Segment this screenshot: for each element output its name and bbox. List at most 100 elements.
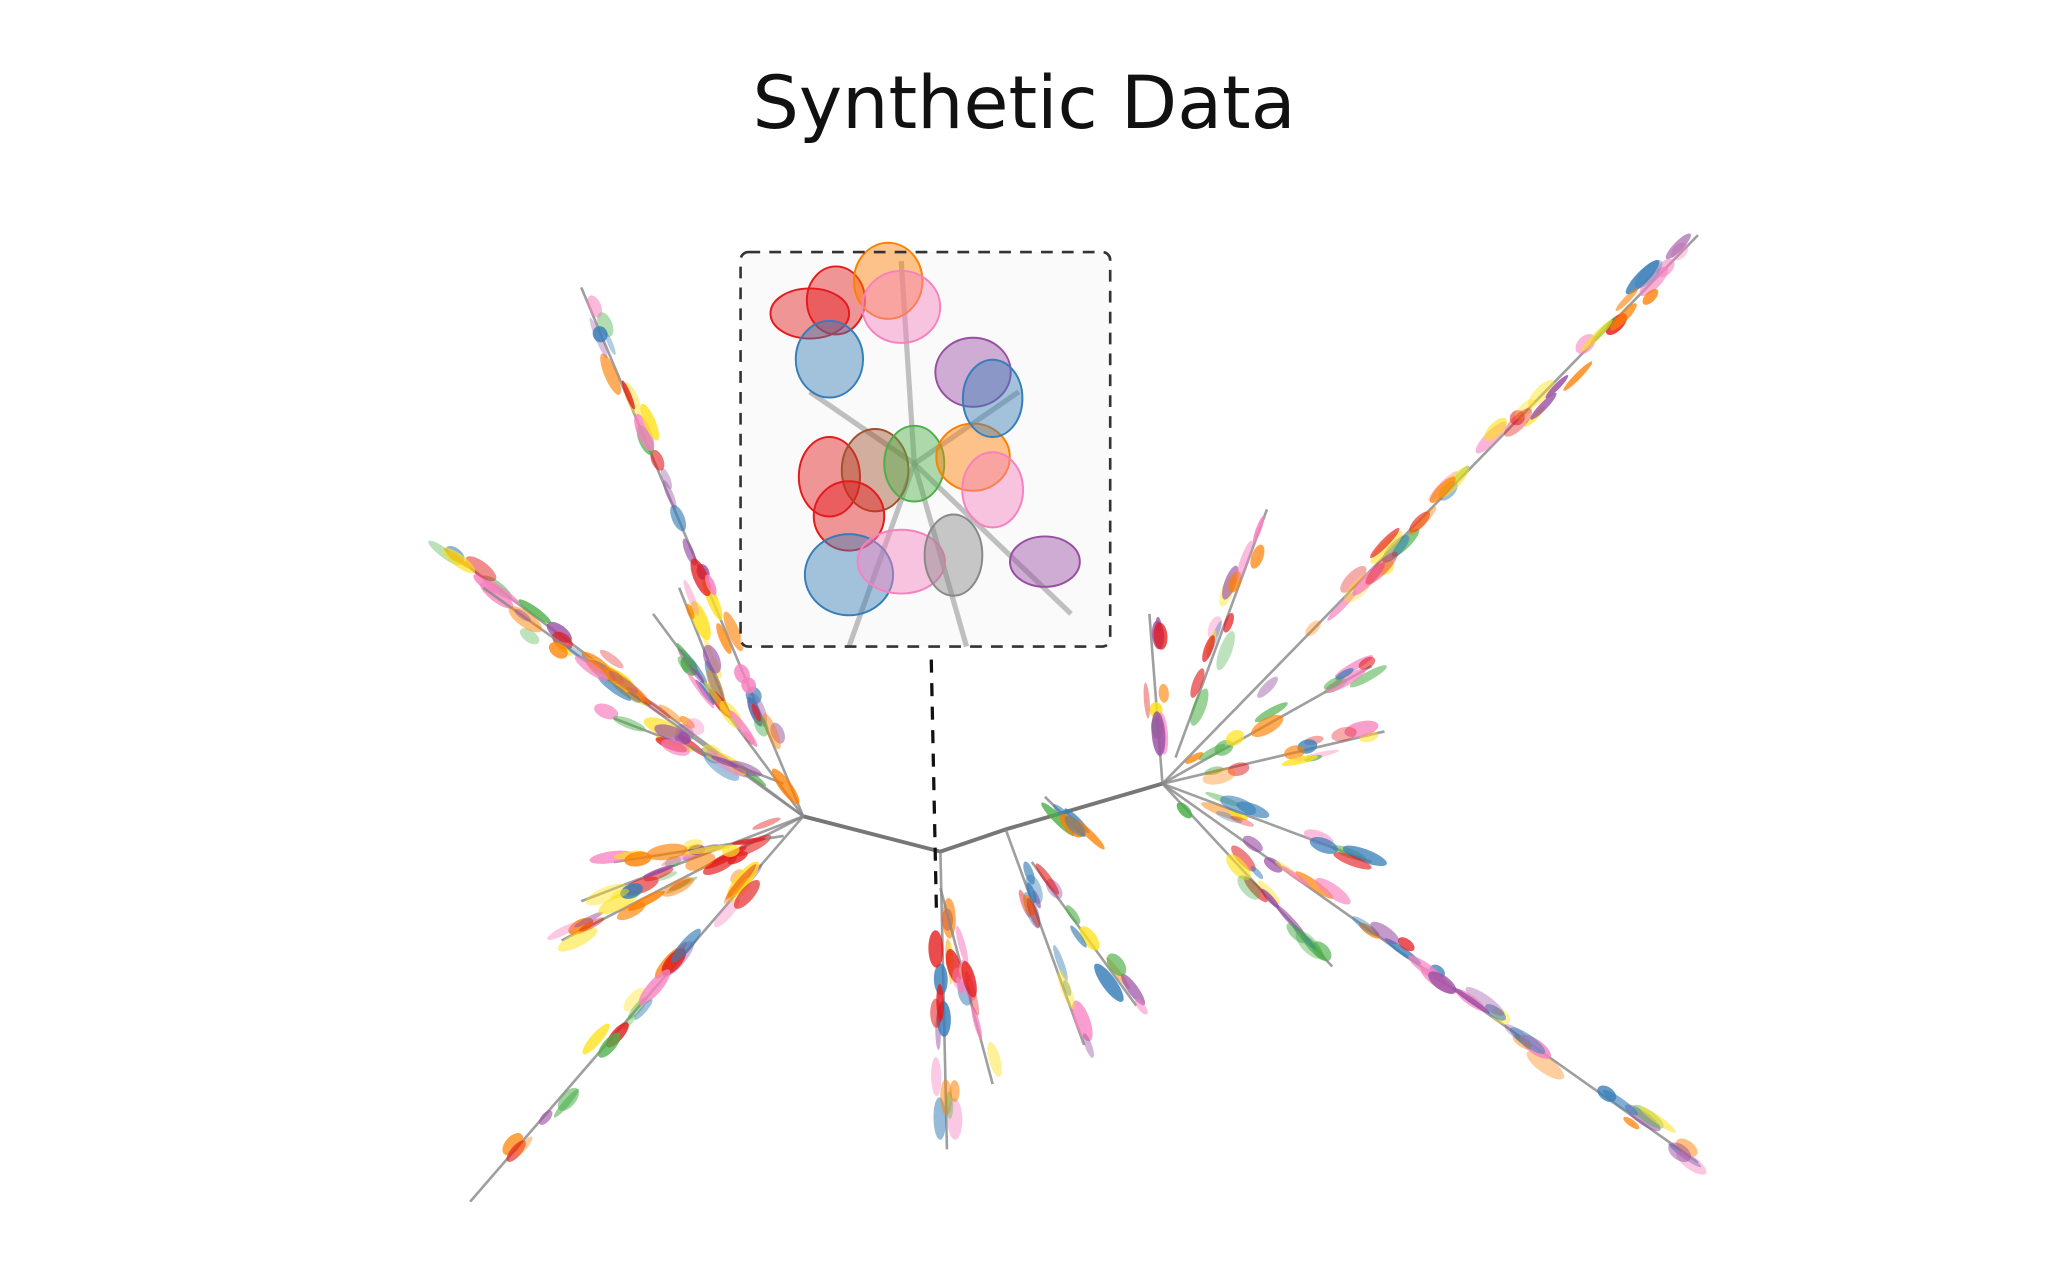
cluster-blob bbox=[1545, 375, 1569, 399]
cluster-blob bbox=[602, 667, 625, 685]
cluster-blob bbox=[1615, 288, 1638, 312]
zoom-inset bbox=[740, 241, 1111, 648]
cluster-blob bbox=[949, 1080, 960, 1102]
cluster-blob bbox=[1072, 1000, 1093, 1042]
cluster-blob bbox=[1623, 1116, 1640, 1130]
cluster-blob bbox=[594, 703, 619, 720]
cluster-blob bbox=[1237, 875, 1261, 900]
zoom-cluster bbox=[812, 480, 886, 552]
cluster-blob bbox=[1176, 802, 1193, 819]
zoom-cluster bbox=[1009, 535, 1081, 588]
branch bbox=[482, 586, 805, 818]
cluster-blob bbox=[1315, 877, 1351, 905]
cluster-blob bbox=[936, 983, 944, 1022]
zoom-cluster bbox=[803, 533, 895, 617]
zoom-cluster bbox=[935, 422, 1011, 492]
cluster-blob bbox=[728, 760, 762, 777]
cluster-blob bbox=[1263, 857, 1283, 873]
cluster-blob bbox=[1106, 953, 1127, 977]
cluster-blob bbox=[1252, 515, 1265, 544]
cluster-blob bbox=[1064, 815, 1086, 837]
cluster-blob bbox=[705, 574, 717, 596]
cluster-blob bbox=[642, 864, 675, 878]
cluster-blob bbox=[1153, 622, 1168, 650]
cluster-blob bbox=[1215, 811, 1243, 824]
cluster-blob bbox=[1286, 923, 1306, 944]
cluster-blob bbox=[634, 413, 655, 452]
cluster-blob bbox=[547, 922, 580, 940]
cluster-blob bbox=[1062, 980, 1072, 997]
cluster-blob bbox=[690, 558, 712, 597]
cluster-blob bbox=[1242, 835, 1263, 853]
cluster-blob bbox=[690, 601, 711, 641]
cluster-blob bbox=[741, 677, 757, 694]
cluster-blob bbox=[945, 949, 962, 984]
cluster-blob bbox=[1333, 852, 1372, 870]
cluster-blob bbox=[1429, 476, 1456, 504]
cluster-blob bbox=[1340, 565, 1367, 593]
cluster-blob bbox=[1251, 714, 1284, 738]
cluster-blob bbox=[1284, 745, 1305, 760]
cluster-blob bbox=[650, 449, 665, 471]
cluster-blob bbox=[723, 611, 744, 652]
zoom-cluster bbox=[883, 424, 946, 503]
cluster-blob bbox=[940, 1079, 953, 1116]
cluster-blob bbox=[947, 1098, 963, 1140]
cluster-blob bbox=[538, 1110, 553, 1125]
cluster-blob bbox=[1342, 845, 1387, 867]
cluster-blob bbox=[1257, 676, 1279, 698]
cluster-blob bbox=[1656, 258, 1675, 278]
cluster-blob bbox=[683, 579, 700, 616]
cluster-blob bbox=[1358, 656, 1376, 670]
cluster-blob bbox=[971, 1006, 983, 1040]
cluster-blob bbox=[1198, 744, 1226, 761]
cluster-blob bbox=[1134, 998, 1148, 1015]
zoom-cluster bbox=[840, 428, 910, 513]
cluster-blob bbox=[731, 837, 766, 845]
cluster-blob bbox=[661, 877, 695, 897]
cluster-blob bbox=[626, 691, 641, 704]
cluster-blob bbox=[624, 851, 652, 867]
cluster-blob bbox=[1485, 1004, 1506, 1021]
cluster-blob bbox=[646, 843, 688, 861]
cluster-blob bbox=[574, 911, 603, 928]
cluster-blob bbox=[1527, 379, 1555, 408]
zoom-cluster bbox=[852, 241, 924, 320]
cluster-blob bbox=[508, 606, 542, 633]
cluster-blob bbox=[1504, 408, 1533, 437]
cluster-blob bbox=[1665, 233, 1691, 260]
cluster-blob bbox=[1065, 905, 1081, 924]
trunk bbox=[802, 781, 1163, 854]
zoom-cluster bbox=[856, 528, 946, 595]
cluster-blob bbox=[1121, 973, 1146, 1006]
cluster-blob bbox=[1227, 762, 1250, 777]
cluster-blob bbox=[955, 925, 969, 966]
cluster-blob bbox=[1207, 616, 1223, 640]
cluster-blob bbox=[671, 928, 701, 963]
cluster-blob bbox=[1634, 259, 1663, 289]
cluster-blob bbox=[1452, 986, 1491, 1014]
cluster-blob bbox=[465, 556, 497, 582]
cluster-blob bbox=[1484, 417, 1508, 441]
cluster-blob bbox=[1023, 861, 1035, 885]
cluster-blob bbox=[686, 603, 695, 619]
cluster-blob bbox=[961, 960, 977, 998]
cluster-blob bbox=[1514, 399, 1536, 420]
cluster-blob bbox=[1204, 766, 1224, 776]
cluster-blob bbox=[752, 817, 781, 830]
branch bbox=[1162, 730, 1385, 785]
cluster-blob bbox=[579, 917, 605, 932]
cluster-blob bbox=[1465, 986, 1505, 1016]
cluster-blob bbox=[1057, 970, 1075, 1010]
zoom-cluster bbox=[861, 269, 942, 344]
cluster-blob bbox=[1327, 590, 1358, 621]
cluster-blob bbox=[685, 852, 716, 871]
cluster-blob bbox=[1225, 729, 1245, 746]
zoom-branch bbox=[912, 389, 1021, 466]
cluster-blob bbox=[1509, 1027, 1546, 1054]
cluster-blob bbox=[582, 1023, 610, 1055]
cluster-blob bbox=[612, 715, 646, 732]
cluster-blob bbox=[1250, 544, 1265, 569]
cluster-blob bbox=[734, 879, 760, 909]
cluster-blob bbox=[1382, 535, 1410, 563]
